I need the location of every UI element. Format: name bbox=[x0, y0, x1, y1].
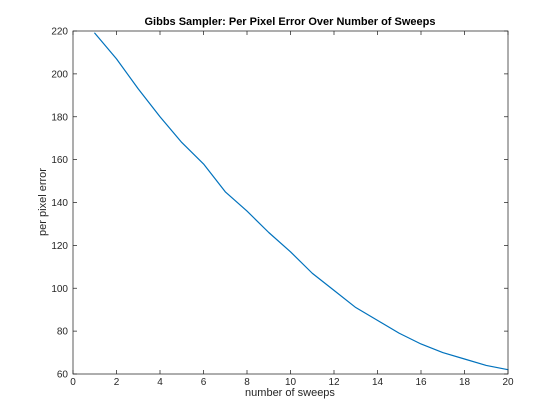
y-tick-label: 120 bbox=[51, 241, 68, 252]
y-tick-label: 140 bbox=[51, 198, 68, 209]
y-axis-label: per pixel error bbox=[37, 168, 49, 236]
y-tick-label: 220 bbox=[51, 27, 68, 38]
y-tick-label: 100 bbox=[51, 284, 68, 295]
axes-box bbox=[72, 30, 509, 375]
x-tick-label: 2 bbox=[114, 377, 120, 388]
plot-area-background bbox=[73, 31, 508, 374]
x-tick-label: 8 bbox=[244, 377, 250, 388]
chart-title: Gibbs Sampler: Per Pixel Error Over Numb… bbox=[145, 16, 436, 28]
x-tick-label: 0 bbox=[70, 377, 76, 388]
x-tick-label: 4 bbox=[157, 377, 163, 388]
x-tick-label: 18 bbox=[459, 377, 471, 388]
x-tick-label: 14 bbox=[372, 377, 384, 388]
ticks-layer: 0 2 4 6 8 10 12 14 16 18 20 60 80 100 120 140 160 180 200 2… bbox=[51, 27, 514, 389]
x-tick-label: 10 bbox=[285, 377, 297, 388]
series-layer bbox=[94, 32, 509, 371]
y-tick-label: 80 bbox=[57, 327, 69, 338]
y-tick-label: 180 bbox=[51, 112, 68, 123]
y-tick-label: 160 bbox=[51, 155, 68, 166]
x-tick-label: 20 bbox=[502, 377, 514, 388]
series-line bbox=[94, 32, 509, 371]
x-tick-label: 16 bbox=[415, 377, 427, 388]
x-axis-label: number of sweeps bbox=[245, 387, 335, 399]
y-tick-label: 60 bbox=[57, 370, 69, 381]
x-tick-label: 6 bbox=[201, 377, 207, 388]
y-tick-label: 200 bbox=[51, 69, 68, 80]
x-tick-label: 12 bbox=[328, 377, 340, 388]
